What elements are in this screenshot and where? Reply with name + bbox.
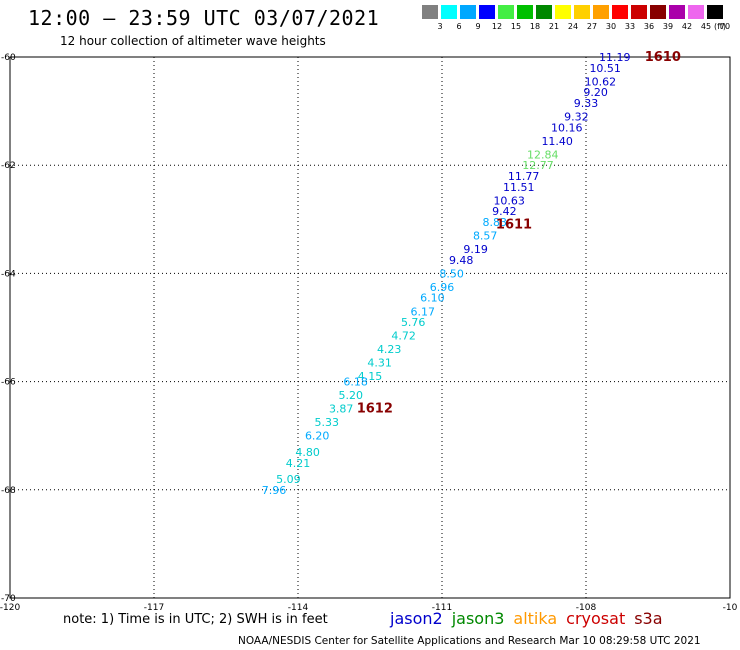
swh-point: 8.57 (473, 230, 498, 243)
y-tick-label: -68 (1, 486, 16, 496)
swh-point: 6.18 (343, 376, 368, 389)
x-tick-label: -117 (144, 603, 164, 613)
legend-label: 21 (548, 22, 560, 31)
legend-label: 45 (700, 22, 712, 31)
legend-swatch (479, 5, 495, 19)
y-tick-label: -66 (1, 378, 16, 388)
legend-swatch (650, 5, 666, 19)
footnote: note: 1) Time is in UTC; 2) SWH is in fe… (63, 612, 328, 627)
satellite-name: s3a (634, 609, 663, 628)
y-tick-label: -60 (1, 53, 16, 63)
legend-swatch (422, 5, 438, 19)
swh-point: 6.20 (305, 430, 330, 443)
legend-swatch (517, 5, 533, 19)
swh-point: 4.80 (295, 446, 320, 459)
swh-point: 11.40 (541, 135, 573, 148)
swh-point: 11.51 (503, 181, 535, 194)
swh-point: 5.20 (339, 389, 364, 402)
swh-point: 8.83 (483, 216, 508, 229)
chart-title: 12:00 – 23:59 UTC 03/07/2021 (28, 6, 380, 30)
swh-point: 6.10 (420, 292, 445, 305)
satellite-legend: jason2 jason3 altika cryosat s3a (390, 609, 672, 628)
swh-point: 12.77 (522, 159, 554, 172)
swh-point: 4.15 (358, 370, 383, 383)
swh-point: 12.84 (527, 148, 559, 161)
swh-point: 3.87 (329, 403, 354, 416)
credit-line: NOAA/NESDIS Center for Satellite Applica… (238, 635, 701, 647)
x-tick-label: -111 (432, 603, 452, 613)
satellite-name: jason2 (390, 609, 443, 628)
legend-label: 12 (491, 22, 503, 31)
legend-swatch (688, 5, 704, 19)
swh-point: 9.19 (463, 243, 488, 256)
legend-label: 9 (475, 22, 481, 31)
time-label: 1611 (496, 218, 532, 233)
swh-point: 4.72 (391, 330, 416, 343)
legend-swatch (574, 5, 590, 19)
legend-label: 6 (456, 22, 462, 31)
legend-label: 33 (624, 22, 636, 31)
x-tick-label: -108 (576, 603, 597, 613)
swh-point: 5.09 (276, 473, 301, 486)
legend-label: 18 (529, 22, 541, 31)
swh-point: 6.96 (430, 281, 455, 294)
legend-swatch (441, 5, 457, 19)
plot-frame (9, 56, 731, 599)
y-tick-label: -62 (1, 161, 16, 171)
legend-label: 3 (437, 22, 443, 31)
legend-label: 30 (605, 22, 617, 31)
swh-point: 7.96 (262, 484, 287, 497)
swh-point: 6.17 (411, 305, 436, 318)
swh-point: 11.77 (508, 170, 540, 183)
legend-swatch (555, 5, 571, 19)
time-label: 1610 (645, 50, 681, 65)
swh-point: 4.23 (377, 343, 402, 356)
legend-label: 27 (586, 22, 598, 31)
legend-swatch (460, 5, 476, 19)
swh-point: 5.76 (401, 316, 426, 329)
satellite-name: jason3 (451, 609, 505, 628)
swh-point: 10.16 (551, 121, 583, 134)
chart-subtitle: 12 hour collection of altimeter wave hei… (60, 34, 326, 48)
x-tick-label: -10 (723, 603, 738, 613)
swh-point: 4.31 (367, 357, 392, 370)
legend-swatch (536, 5, 552, 19)
legend-label: 70 (719, 22, 731, 31)
legend-swatch (669, 5, 685, 19)
x-tick-label: -114 (288, 603, 309, 613)
swh-point: 10.51 (589, 62, 621, 75)
legend-label: 36 (643, 22, 655, 31)
swh-point: 9.42 (492, 205, 517, 218)
y-tick-label: -64 (1, 269, 16, 279)
swh-point: 10.62 (585, 75, 617, 88)
legend-swatch (593, 5, 609, 19)
x-tick-label: -120 (0, 603, 20, 613)
swh-point: 10.63 (493, 194, 525, 207)
legend-label: 15 (510, 22, 522, 31)
legend-swatch (612, 5, 628, 19)
legend-label: 42 (681, 22, 693, 31)
time-label: 1612 (357, 402, 393, 417)
swh-point: 5.33 (315, 416, 340, 429)
swh-point: 8.50 (439, 267, 464, 280)
legend-swatch (631, 5, 647, 19)
swh-point: 9.32 (564, 111, 589, 124)
legend-swatch (707, 5, 723, 19)
satellite-name: cryosat (566, 609, 626, 628)
swh-point: 4.21 (286, 457, 311, 470)
satellite-name: altika (513, 609, 558, 628)
legend-label: 39 (662, 22, 674, 31)
legend-unit: (ft) (714, 22, 727, 31)
legend-swatch (498, 5, 514, 19)
swh-point: 9.20 (583, 86, 608, 99)
swh-point: 9.48 (449, 254, 474, 267)
y-tick-label: -70 (1, 594, 16, 604)
legend-label: 24 (567, 22, 579, 31)
swh-point: 11.19 (599, 51, 631, 64)
swh-point: 9.33 (574, 97, 599, 110)
